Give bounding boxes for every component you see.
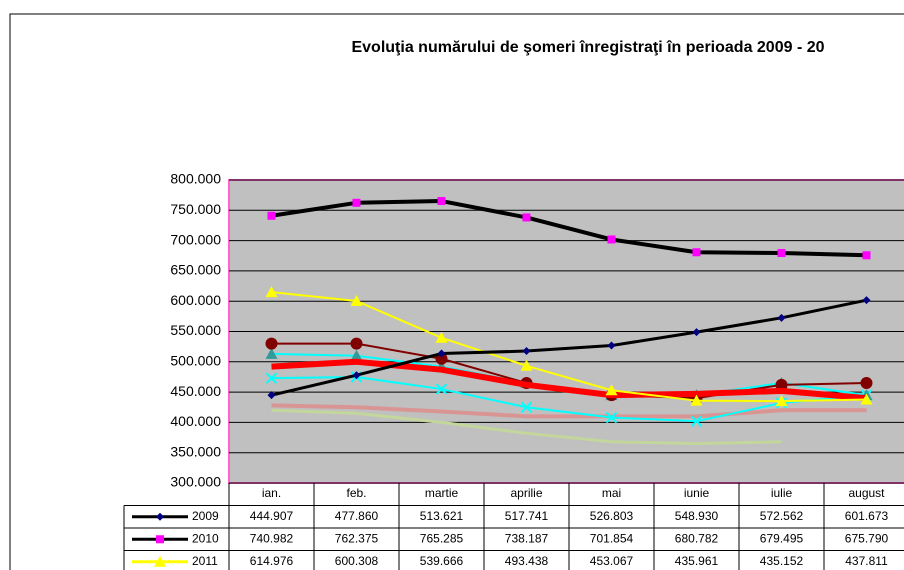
table-value: 539.666 — [420, 554, 464, 568]
marker — [862, 296, 871, 305]
marker — [350, 295, 363, 307]
marker — [267, 211, 276, 220]
marker — [522, 347, 531, 356]
marker — [777, 313, 786, 322]
marker — [350, 349, 363, 361]
marker — [692, 248, 701, 257]
marker — [775, 395, 788, 407]
y-tick-label: 800.000 — [170, 171, 221, 187]
marker — [775, 378, 788, 391]
table-value: 513.621 — [420, 509, 464, 523]
marker — [607, 341, 616, 350]
series-line — [271, 199, 867, 258]
table-value: 493.438 — [505, 554, 549, 568]
series-line — [271, 408, 782, 446]
table-value: 526.803 — [590, 509, 634, 523]
y-tick-label: 500.000 — [170, 353, 221, 369]
table-value: 765.285 — [420, 531, 464, 545]
marker — [352, 371, 361, 380]
table-value: 675.790 — [845, 531, 889, 545]
y-tick-label: 650.000 — [170, 262, 221, 278]
marker — [437, 349, 446, 358]
y-tick-label: 400.000 — [170, 413, 221, 429]
series-line — [271, 375, 867, 423]
legend-marker — [156, 535, 164, 544]
data-table: ian. feb. martie aprilie mai iunie iulie august… — [123, 483, 904, 570]
y-tick-label: 350.000 — [170, 443, 221, 459]
table-value: 738.187 — [505, 531, 549, 545]
table-value: 572.562 — [760, 509, 804, 523]
x-tick-label: aprilie — [510, 486, 542, 500]
series-line — [271, 403, 867, 419]
marker — [860, 377, 873, 390]
table-value: 477.860 — [335, 509, 379, 523]
marker — [265, 372, 278, 384]
legend-marker — [156, 512, 164, 521]
table-value: 435.152 — [760, 554, 804, 568]
marker — [862, 251, 871, 260]
legend-label: 2009 — [192, 509, 219, 523]
table-value: 740.982 — [250, 531, 294, 545]
y-tick-label: 700.000 — [170, 231, 221, 247]
marker — [690, 415, 703, 427]
marker — [265, 286, 278, 298]
table-value: 679.495 — [760, 531, 804, 545]
table-value: 444.907 — [250, 509, 294, 523]
marker — [520, 359, 533, 371]
marker — [690, 394, 703, 406]
marker — [777, 249, 786, 258]
marker — [522, 213, 531, 222]
x-tick-label: iulie — [771, 486, 793, 500]
marker — [437, 197, 446, 206]
marker — [605, 411, 618, 424]
marker — [605, 384, 618, 396]
marker — [265, 337, 278, 350]
y-tick-label: 550.000 — [170, 322, 221, 338]
marker — [352, 198, 361, 207]
table-value: 762.375 — [335, 531, 379, 545]
table-value: 600.308 — [335, 554, 379, 568]
plot — [228, 179, 904, 484]
table-value: 517.741 — [505, 509, 549, 523]
marker — [435, 383, 448, 395]
table-value: 453.067 — [590, 554, 634, 568]
x-tick-label: mai — [602, 486, 621, 500]
marker — [860, 393, 873, 405]
marker — [267, 391, 276, 400]
table-value: 680.782 — [675, 531, 719, 545]
y-tick-label: 600.000 — [170, 292, 221, 308]
legend-label: 2010 — [192, 531, 219, 545]
marker — [520, 401, 533, 413]
x-tick-label: ian. — [262, 486, 281, 500]
table-value: 614.976 — [250, 554, 294, 568]
series-line — [271, 298, 867, 397]
legend-marker — [154, 555, 166, 567]
table-value: 601.673 — [845, 509, 889, 523]
chart-title: Evoluţia numărului de şomeri înregistraţ… — [351, 39, 824, 56]
table-value: 701.854 — [590, 531, 634, 545]
series-line — [271, 358, 867, 402]
x-tick-label: martie — [425, 486, 459, 500]
table-value: 548.930 — [675, 509, 719, 523]
marker — [692, 328, 701, 337]
legend-label: 2011 — [192, 554, 218, 568]
x-tick-label: august — [848, 486, 885, 500]
series-line — [271, 291, 867, 403]
x-tick-label: feb. — [346, 486, 366, 500]
marker — [265, 347, 278, 359]
marker — [350, 337, 363, 350]
table-value: 435.961 — [675, 554, 719, 568]
table-value: 437.811 — [845, 554, 888, 568]
y-tick-label: 750.000 — [170, 201, 221, 217]
marker — [607, 235, 616, 244]
y-tick-label: 450.000 — [170, 383, 221, 399]
x-tick-label: iunie — [684, 486, 710, 500]
marker — [435, 331, 448, 343]
y-tick-label: 300.000 — [170, 474, 221, 490]
